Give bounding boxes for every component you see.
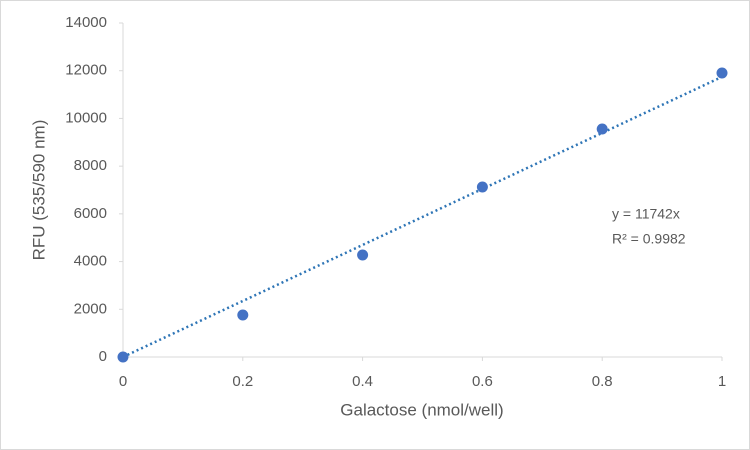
point: [476, 181, 488, 193]
y-tick-label: 8000: [74, 157, 107, 174]
x-tick-label: 0.4: [352, 373, 373, 390]
x-tick-label: 0.2: [232, 373, 253, 390]
x-axis-title: Galactose (nmol/well): [340, 400, 503, 419]
y-tick-label: 2000: [74, 300, 107, 317]
y-tick-label: 12000: [65, 62, 107, 79]
x-tick-label: 0.8: [592, 373, 613, 390]
y-tick-label: 0: [99, 348, 107, 365]
trendline-equation: y = 11742x: [612, 206, 680, 222]
trendline: [122, 75, 723, 359]
y-tick-label: 14000: [65, 14, 107, 31]
y-axis-title: RFU (535/590 nm): [29, 120, 48, 261]
y-tick-label: 6000: [74, 205, 107, 222]
x-tick-label: 0: [119, 373, 127, 390]
trendline-r2: R² = 0.9982: [612, 231, 686, 247]
point: [237, 309, 249, 321]
y-tick-label: 4000: [74, 253, 107, 270]
x-tick-label: 1: [718, 373, 726, 390]
y-tick-label: 10000: [65, 109, 107, 126]
x-tick-label: 0.6: [472, 373, 493, 390]
point: [596, 123, 608, 135]
point: [117, 351, 129, 363]
point: [716, 67, 728, 79]
point: [357, 249, 369, 261]
